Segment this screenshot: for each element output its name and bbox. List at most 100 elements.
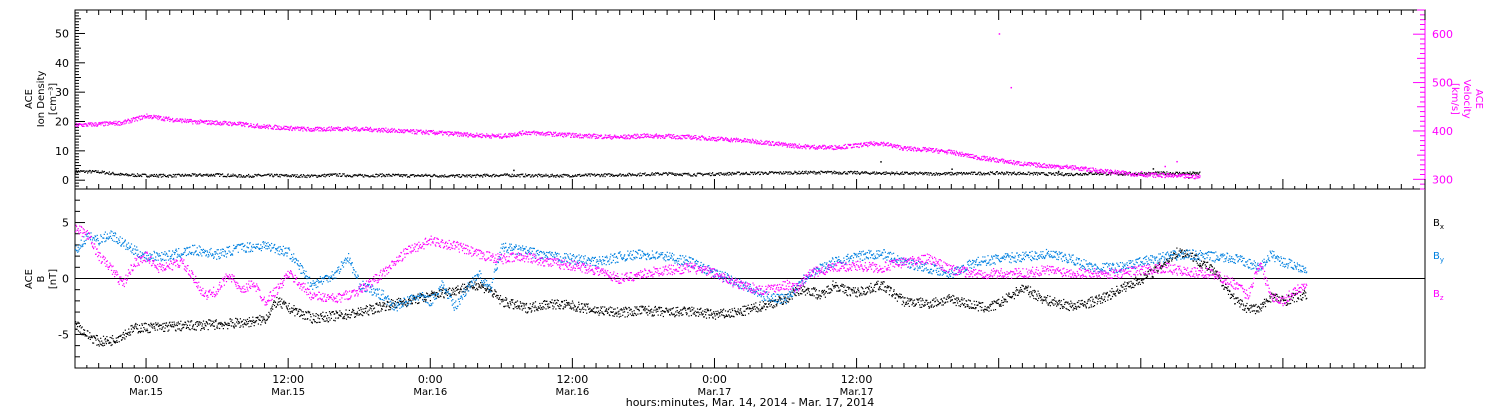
density-series-point [369, 176, 371, 178]
velocity-series-point [1045, 167, 1047, 169]
density-series-point [358, 173, 360, 175]
density-series-point [764, 172, 766, 174]
velocity-series-point [478, 134, 480, 136]
density-series-point [657, 172, 660, 174]
velocity-series-point [1053, 164, 1055, 166]
velocity-series-point [654, 134, 656, 136]
density-series-point [1064, 174, 1066, 176]
density-series-point [1181, 172, 1183, 174]
density-series-point [667, 174, 669, 176]
velocity-series-point [120, 122, 122, 124]
velocity-series-point [356, 128, 358, 130]
density-series-point [881, 172, 883, 175]
velocity-series-point [963, 153, 965, 155]
density-series-point [243, 175, 245, 177]
velocity-series-point [544, 133, 546, 135]
density-series-point [272, 176, 274, 178]
bx-series-point [266, 319, 268, 321]
velocity-series-point [1177, 175, 1179, 177]
density-series-point [1091, 173, 1093, 176]
density-series-point [582, 174, 584, 176]
velocity-series-point [998, 161, 1000, 163]
density-series-point [861, 171, 863, 173]
velocity-series-point [1185, 174, 1187, 176]
density-series-point [431, 176, 433, 178]
density-series-point [720, 172, 722, 174]
density-series-point [164, 174, 166, 176]
density-series-point [292, 174, 294, 176]
density-series-point [574, 174, 577, 176]
density-series-point [334, 173, 336, 175]
velocity-series-point [908, 146, 911, 148]
density-series-point [1003, 172, 1005, 174]
velocity-series-point [87, 125, 89, 127]
velocity-series-point [1134, 174, 1136, 176]
density-series-point [645, 174, 648, 176]
velocity-series-point [1091, 170, 1093, 173]
velocity-series-point [967, 154, 969, 156]
velocity-series-point [1089, 170, 1091, 172]
velocity-series-point [1188, 174, 1190, 176]
bx-series-point [219, 327, 221, 330]
velocity-series-point [676, 135, 679, 137]
bx-series-point [152, 327, 154, 329]
velocity-series-point [218, 122, 220, 124]
density-series-point [1067, 173, 1069, 175]
bx-series-point [91, 336, 93, 338]
density-series-point [620, 175, 622, 177]
velocity-series-point [821, 145, 823, 148]
density-series-point [990, 171, 992, 173]
density-series-point [447, 176, 449, 178]
density-series-point [804, 171, 806, 173]
density-series-point [795, 171, 797, 173]
velocity-series-point [426, 132, 428, 134]
density-series-point [97, 170, 99, 172]
velocity-series-point [1041, 165, 1043, 168]
density-series-point [325, 174, 327, 176]
bx-series-point [282, 301, 285, 303]
velocity-series-point [416, 131, 418, 133]
velocity-series-point [636, 133, 638, 135]
velocity-series-point [432, 132, 434, 134]
velocity-series-point [1118, 170, 1120, 172]
density-series-point [87, 172, 89, 174]
density-series-point [877, 172, 879, 174]
density-series-point [1068, 172, 1070, 175]
velocity-series-point [259, 127, 261, 129]
velocity-series-point [1158, 176, 1160, 178]
velocity-series-point [991, 157, 994, 159]
density-series-point [867, 172, 869, 174]
density-series-point [900, 172, 902, 174]
velocity-series-point [1092, 167, 1094, 169]
density-series-point [527, 174, 529, 176]
velocity-series-point [887, 145, 889, 147]
velocity-series-point [345, 128, 347, 131]
density-series-point [293, 174, 295, 176]
density-series-point [480, 174, 482, 176]
velocity-series-point [264, 125, 266, 127]
bx-series-point [247, 322, 249, 325]
bx-series-point [264, 319, 266, 321]
density-series-point [835, 171, 837, 173]
velocity-series-point [78, 124, 80, 126]
x-tick-label-time: 12:00 [272, 373, 304, 386]
density-series-point [96, 171, 98, 173]
density-series-point [426, 175, 428, 177]
density-series-point [274, 174, 276, 176]
velocity-series-point [169, 120, 171, 122]
density-series-point [712, 174, 714, 176]
bx-series-point [186, 326, 188, 328]
bx-series-point [200, 329, 202, 331]
velocity-series-point [293, 128, 296, 130]
density-series-point [195, 174, 198, 176]
velocity-series-point [734, 138, 736, 140]
velocity-series-point [972, 153, 974, 156]
density-series-point [714, 174, 716, 176]
velocity-series-point [709, 138, 711, 140]
bx-series-point [170, 324, 172, 326]
density-series-point [420, 174, 423, 176]
velocity-series-point [759, 142, 761, 144]
velocity-series-point [1176, 175, 1178, 177]
velocity-series-point [143, 114, 146, 117]
velocity-series-point [856, 146, 859, 148]
